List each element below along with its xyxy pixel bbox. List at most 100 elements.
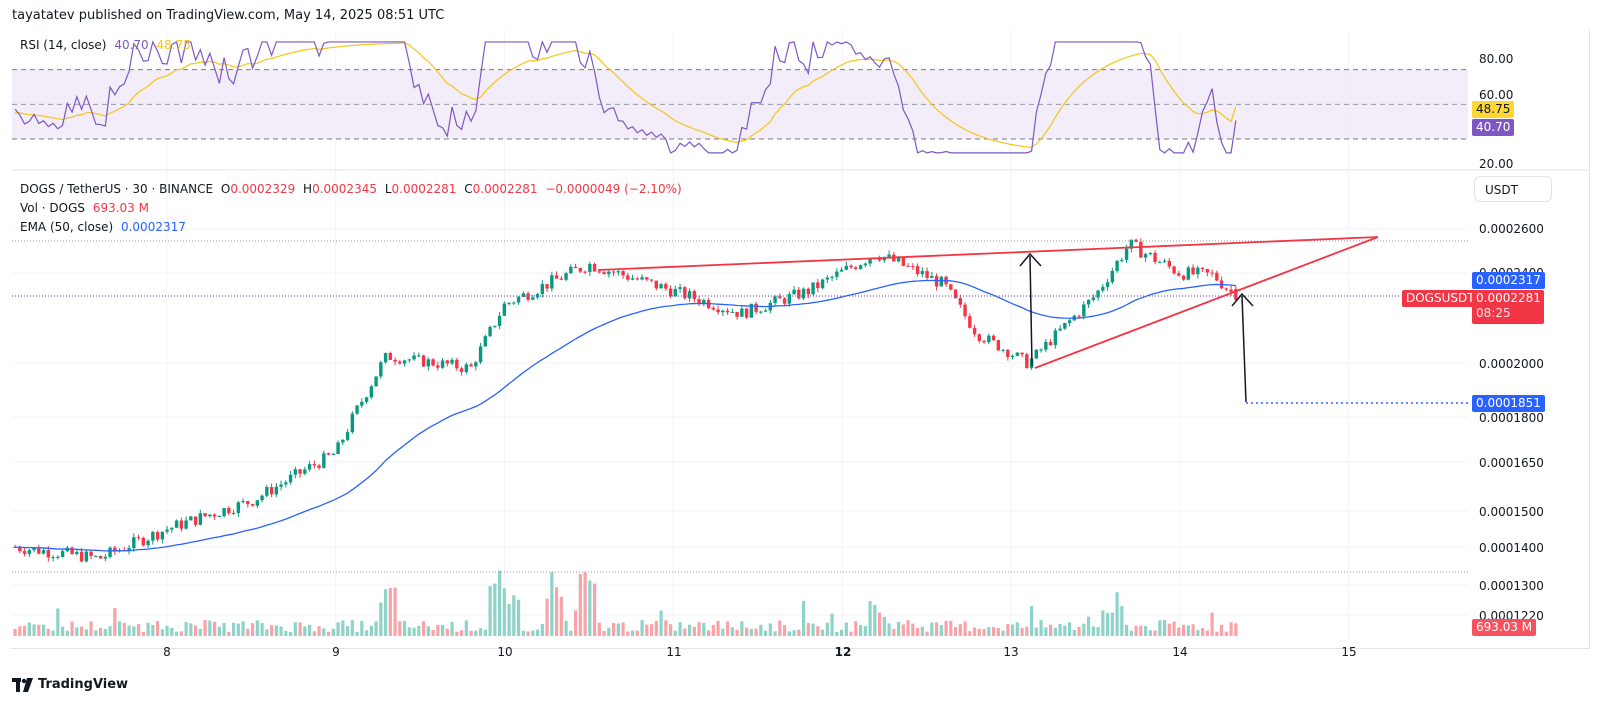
volume-bar xyxy=(778,620,782,636)
volume-bar xyxy=(341,620,345,636)
volume-bar xyxy=(996,628,1000,636)
bar-countdown: 08:25 xyxy=(1476,306,1511,320)
volume-bar xyxy=(1120,606,1124,636)
volume-bar xyxy=(426,626,430,636)
currency-button[interactable]: USDT xyxy=(1474,176,1552,202)
candle-body xyxy=(573,266,578,269)
volume-bar xyxy=(507,604,511,636)
candle-body xyxy=(1224,288,1229,290)
candle-body xyxy=(953,289,958,299)
symbol-tag: DOGSUSDT xyxy=(1402,290,1479,307)
candle-body xyxy=(801,288,806,299)
candle-body xyxy=(1044,341,1048,350)
volume-bar xyxy=(122,622,126,636)
candle-body xyxy=(597,271,602,273)
volume-bar xyxy=(469,630,473,636)
candle-body xyxy=(284,482,288,485)
volume-bar xyxy=(740,621,744,636)
candle-body xyxy=(1034,349,1039,359)
volume-bar xyxy=(906,620,910,636)
candle-body xyxy=(22,551,27,554)
candle-body xyxy=(212,514,217,517)
volume-bar xyxy=(56,608,60,636)
change-value: −0.0000049 (−2.10%) xyxy=(545,182,682,196)
volume-bar xyxy=(231,622,236,636)
candle-body xyxy=(255,500,260,506)
volume-bar xyxy=(759,624,763,636)
volume-bar xyxy=(1082,623,1086,636)
candle-body xyxy=(858,265,863,270)
volume-bar xyxy=(1020,627,1024,636)
volume-bar xyxy=(887,623,891,636)
volume-bar xyxy=(189,623,193,636)
volume-bar xyxy=(915,627,920,636)
volume-bar xyxy=(227,631,231,636)
volume-bar xyxy=(355,631,359,636)
candle-body xyxy=(108,547,112,557)
volume-bar xyxy=(379,602,383,636)
candle-body xyxy=(160,531,165,540)
candle-body xyxy=(79,551,84,562)
candle-body xyxy=(844,265,849,270)
candle-body xyxy=(630,278,635,280)
candle-body xyxy=(412,355,416,360)
volume-bar xyxy=(925,631,929,636)
volume-bar xyxy=(1139,625,1143,636)
volume-bar xyxy=(749,629,753,636)
volume-bar xyxy=(388,588,392,636)
volume-bar xyxy=(1067,622,1072,636)
volume-bar xyxy=(626,631,630,636)
x-axis-label: 12 xyxy=(834,645,852,659)
candle-body xyxy=(184,520,188,529)
volume-bar xyxy=(393,587,397,636)
volume-bar xyxy=(592,583,597,636)
rsi-axis-20: 20.00 xyxy=(1479,157,1514,171)
volume-bar xyxy=(502,588,506,636)
candle-body xyxy=(683,287,687,299)
volume-bar xyxy=(407,627,411,636)
volume-bar xyxy=(1086,616,1091,636)
ema-legend: EMA (50, close) 0.0002317 xyxy=(20,220,186,234)
candle-body xyxy=(51,557,55,559)
candle-body xyxy=(455,359,459,369)
candle-body xyxy=(702,299,706,304)
volume-bar xyxy=(431,629,435,636)
volume-bar xyxy=(635,630,639,636)
candle-body xyxy=(1058,328,1062,331)
volume-bar xyxy=(84,629,88,636)
volume-bar xyxy=(51,630,55,636)
candle-body xyxy=(440,360,445,368)
candle-body xyxy=(41,550,46,554)
volume-bar xyxy=(1096,626,1100,636)
candle-body xyxy=(1148,252,1153,255)
rsi-tag: 40.70 xyxy=(1472,119,1515,136)
candle-body xyxy=(787,294,792,304)
volume-bar xyxy=(706,630,711,636)
candle-body xyxy=(554,275,559,279)
candle-body xyxy=(516,296,521,303)
symbol-title[interactable]: DOGS / TetherUS · 30 · BINANCE xyxy=(20,182,214,196)
volume-bar xyxy=(683,628,687,636)
candle-body xyxy=(668,288,673,297)
candle-body xyxy=(1134,239,1138,242)
volume-bar xyxy=(483,629,487,636)
volume-bar xyxy=(350,620,354,636)
candle-body xyxy=(963,304,967,317)
volume-bar xyxy=(1229,622,1233,636)
candle-body xyxy=(132,537,136,549)
volume-bar xyxy=(478,628,483,636)
volume-bar xyxy=(830,613,834,636)
volume-bar xyxy=(383,589,388,636)
volume-bar xyxy=(521,630,525,636)
volume-bar xyxy=(597,622,601,636)
candle-body xyxy=(540,284,545,295)
candle-body xyxy=(341,439,345,443)
volume-bar xyxy=(1143,626,1148,636)
candle-body xyxy=(930,276,934,278)
volume-bar xyxy=(132,626,136,636)
candle-body xyxy=(1077,315,1081,317)
wedge-upper-trendline xyxy=(597,236,1379,271)
volume-bar xyxy=(165,625,169,636)
tradingview-logo[interactable]: TradingView xyxy=(12,677,128,692)
